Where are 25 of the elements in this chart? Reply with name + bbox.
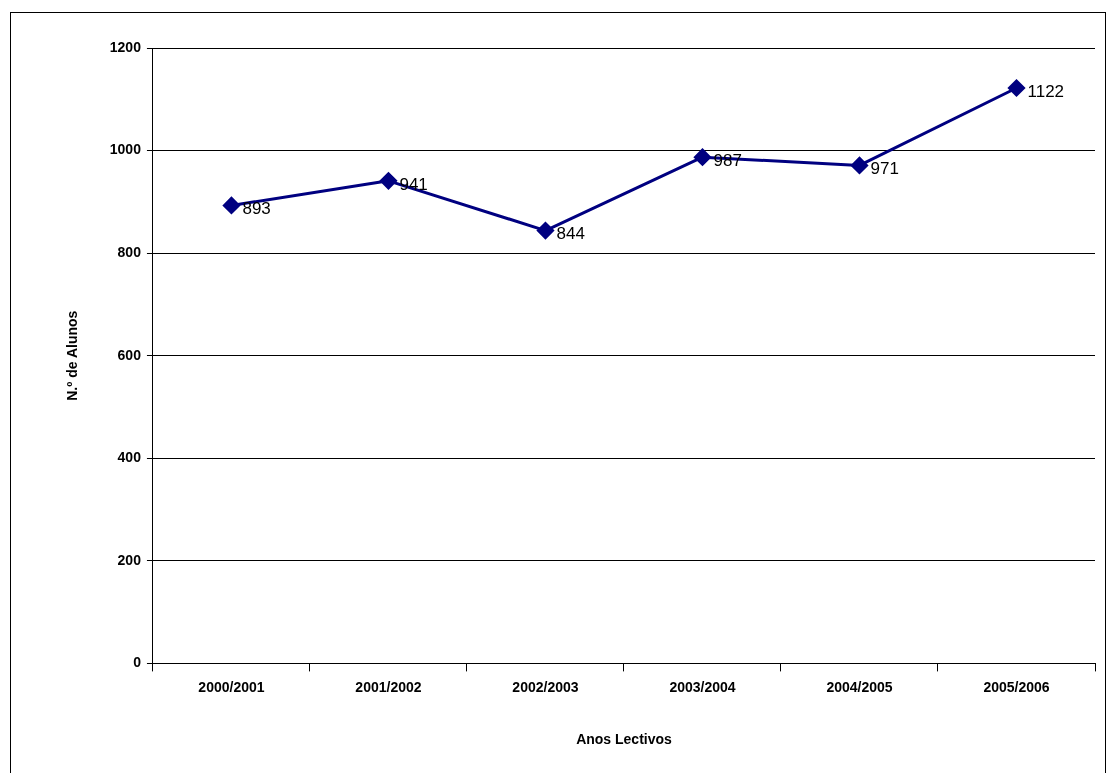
point — [693, 148, 711, 166]
point — [536, 222, 554, 240]
y-tick-label: 200 — [117, 551, 142, 568]
point — [1008, 79, 1025, 97]
y-tick-label: 800 — [117, 243, 142, 260]
x-tick-label: 2004/2005 — [826, 678, 893, 695]
point — [850, 156, 868, 174]
point — [222, 196, 240, 214]
x-tick-label: 2005/2006 — [983, 678, 1050, 695]
y-tick-label: 600 — [117, 346, 142, 363]
point — [379, 172, 397, 190]
x-tick-label: 2003/2004 — [669, 678, 736, 695]
data-label: 893 — [242, 199, 271, 219]
data-label: 971 — [870, 159, 899, 179]
x-tick-label: 2002/2003 — [512, 678, 579, 695]
y-tick-label: 1000 — [109, 141, 142, 158]
data-label: 1122 — [1027, 81, 1065, 101]
y-tick-label: 400 — [117, 449, 142, 466]
x-tick-label: 2000/2001 — [198, 678, 265, 695]
x-tick-label: 2001/2002 — [355, 678, 422, 695]
x-axis-title: Anos Lectivos — [576, 731, 673, 748]
y-axis-title: N.º de Alunos — [64, 310, 81, 401]
y-tick-label: 1200 — [109, 38, 142, 55]
y-tick-label: 0 — [133, 654, 142, 671]
data-label: 844 — [556, 224, 585, 244]
